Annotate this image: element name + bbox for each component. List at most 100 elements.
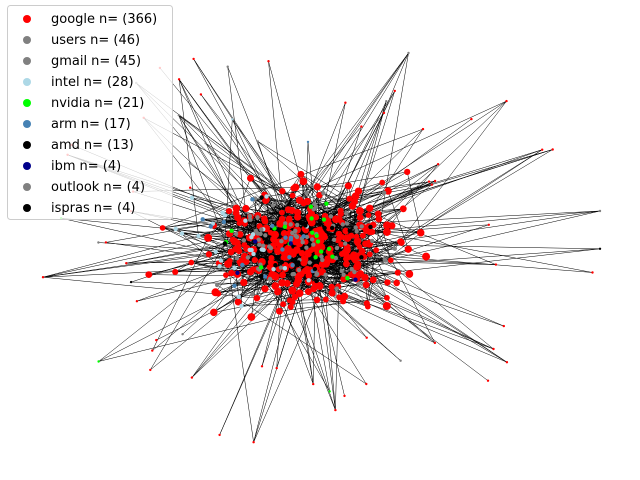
node <box>145 271 153 278</box>
edge <box>260 276 284 305</box>
node <box>211 288 220 297</box>
node <box>343 234 352 242</box>
node <box>330 254 335 259</box>
legend-label: arm n= (17) <box>51 117 131 132</box>
node <box>384 279 391 286</box>
edge <box>98 301 344 362</box>
node <box>259 227 264 232</box>
node <box>353 277 358 282</box>
node <box>288 222 293 227</box>
node <box>505 99 508 103</box>
node <box>256 140 259 143</box>
node <box>253 239 258 244</box>
node <box>407 51 410 55</box>
node <box>354 229 359 234</box>
node <box>365 382 368 386</box>
node <box>253 228 258 234</box>
node <box>218 258 224 263</box>
edge <box>394 100 507 249</box>
node <box>275 366 278 370</box>
node <box>405 270 414 278</box>
node <box>270 223 275 229</box>
node <box>330 225 335 231</box>
node <box>199 93 203 96</box>
node <box>188 259 195 266</box>
node <box>283 221 288 226</box>
node <box>293 213 302 221</box>
node <box>342 227 349 235</box>
node-group <box>41 57 594 444</box>
node <box>125 262 128 265</box>
edge <box>219 265 356 280</box>
node <box>312 213 320 221</box>
node <box>337 210 344 218</box>
edge <box>350 149 543 275</box>
node <box>177 78 181 81</box>
node <box>298 249 306 257</box>
node <box>382 302 391 310</box>
edge <box>300 174 388 226</box>
edge <box>366 52 409 304</box>
node <box>282 224 288 229</box>
node <box>366 251 373 258</box>
edge <box>343 149 543 275</box>
node <box>173 226 178 232</box>
node <box>234 256 240 261</box>
node <box>231 238 239 246</box>
node <box>375 215 383 223</box>
edge <box>178 79 199 237</box>
node <box>313 204 319 209</box>
legend-marker <box>23 15 31 23</box>
node <box>307 218 316 227</box>
node <box>340 222 345 227</box>
node <box>354 187 363 195</box>
node <box>263 233 268 238</box>
legend-name: ibm <box>51 159 76 174</box>
edge <box>406 171 421 233</box>
node <box>236 294 241 299</box>
node <box>210 308 218 317</box>
node <box>274 289 281 296</box>
node <box>221 219 227 225</box>
node <box>172 268 179 275</box>
edge <box>298 248 601 271</box>
node <box>284 244 292 252</box>
node <box>222 213 228 218</box>
node <box>189 186 192 189</box>
node <box>276 219 285 228</box>
node <box>393 89 396 93</box>
node <box>246 174 255 182</box>
node <box>200 217 205 222</box>
node <box>296 267 302 273</box>
node <box>316 191 323 199</box>
node <box>383 294 390 301</box>
node <box>251 257 258 264</box>
node <box>334 286 339 291</box>
legend-name: outlook <box>51 180 100 195</box>
node <box>301 234 306 239</box>
edge <box>288 219 324 223</box>
node <box>393 279 400 287</box>
node <box>251 251 256 257</box>
node <box>259 247 264 252</box>
node <box>285 215 293 223</box>
node <box>306 140 310 144</box>
node <box>326 246 332 252</box>
edge <box>231 272 300 294</box>
node <box>260 365 264 368</box>
node <box>328 289 336 297</box>
node <box>314 242 322 249</box>
node <box>362 281 370 289</box>
node <box>338 241 345 248</box>
node <box>295 222 300 228</box>
node <box>271 267 276 272</box>
node <box>261 285 269 293</box>
node <box>205 251 213 258</box>
edge <box>237 270 259 303</box>
node <box>394 269 401 276</box>
node <box>279 271 287 279</box>
node <box>271 282 280 290</box>
legend-count: n= (21) <box>94 96 144 111</box>
node <box>342 260 350 268</box>
